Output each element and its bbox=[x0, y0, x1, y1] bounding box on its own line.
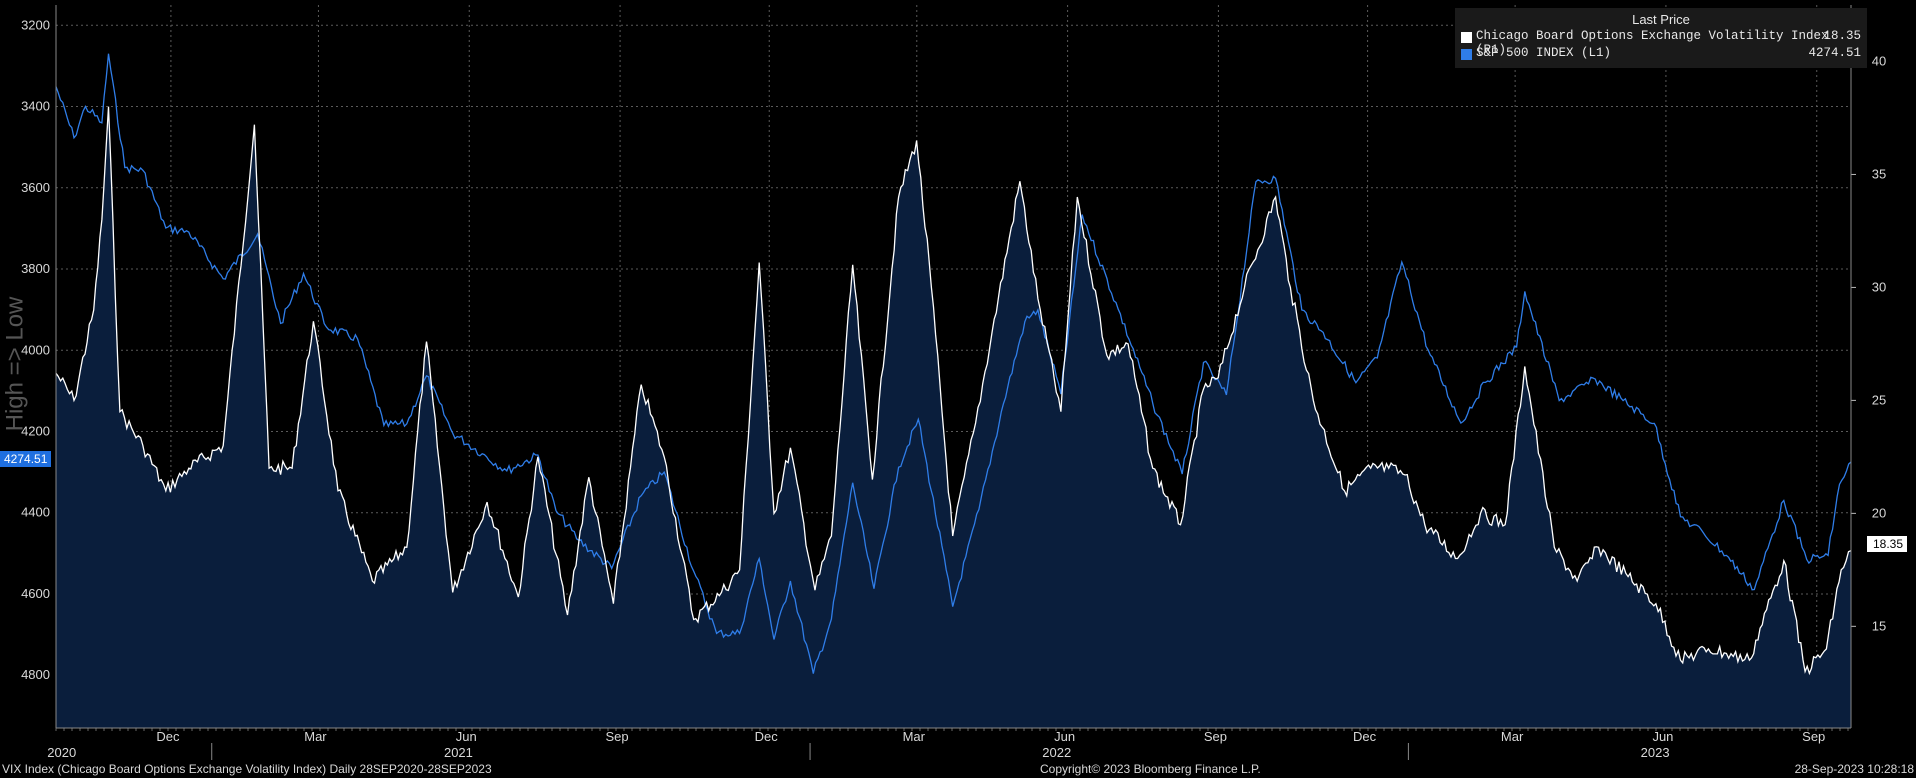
axes: 3200 3400 3600 3800 4000 4200 4400 4600 4800 15 20… bbox=[21, 5, 1886, 760]
month-tick-label: Sep bbox=[1802, 729, 1825, 744]
legend-item-vix: Chicago Board Options Exchange Volatilit… bbox=[1461, 29, 1861, 57]
y-axis-label: High => Low bbox=[1, 296, 29, 432]
right-tick-label: 40 bbox=[1872, 53, 1886, 68]
year-tick-label: 2023 bbox=[1641, 745, 1670, 760]
month-tick-label: Mar bbox=[1501, 729, 1524, 744]
right-tick-label: 20 bbox=[1872, 505, 1886, 520]
legend-value-spx: 4274.51 bbox=[1808, 46, 1861, 60]
footer-security-description: VIX Index (Chicago Board Options Exchang… bbox=[2, 762, 492, 776]
right-tick-label: 15 bbox=[1872, 618, 1886, 633]
month-tick-label: Jun bbox=[1652, 729, 1673, 744]
left-tick-label: 4000 bbox=[21, 342, 50, 357]
vix-area-series bbox=[56, 106, 1851, 728]
year-tick-label: 2022 bbox=[1042, 745, 1071, 760]
month-tick-label: Dec bbox=[156, 729, 180, 744]
footer-timestamp: 28-Sep-2023 10:28:18 bbox=[1794, 762, 1914, 776]
year-tick-label: 2020 bbox=[47, 745, 76, 760]
month-tick-label: Mar bbox=[304, 729, 327, 744]
legend-item-spx: S&P 500 INDEX (L1) 4274.51 bbox=[1461, 46, 1861, 62]
left-tick-label: 4800 bbox=[21, 667, 50, 682]
legend-swatch-spx bbox=[1461, 49, 1472, 60]
month-tick-label: Mar bbox=[903, 729, 926, 744]
right-tick-label: 25 bbox=[1872, 392, 1886, 407]
legend-label-spx: S&P 500 INDEX (L1) bbox=[1476, 46, 1612, 60]
spx-last-price-tag: 4274.51 bbox=[0, 451, 52, 467]
left-tick-label: 3400 bbox=[21, 99, 50, 114]
month-tick-label: Sep bbox=[606, 729, 629, 744]
legend-value-vix: 18.35 bbox=[1823, 29, 1861, 43]
left-tick-label: 4400 bbox=[21, 505, 50, 520]
left-tick-label: 4200 bbox=[21, 423, 50, 438]
left-tick-label: 3800 bbox=[21, 261, 50, 276]
year-tick-label: 2021 bbox=[444, 745, 473, 760]
vix-last-price-tag: 18.35 bbox=[1867, 536, 1908, 552]
month-tick-label: Jun bbox=[456, 729, 477, 744]
left-tick-label: 4600 bbox=[21, 586, 50, 601]
vix-area-fill bbox=[56, 106, 1851, 728]
month-tick-label: Sep bbox=[1204, 729, 1227, 744]
spx-line-series bbox=[55, 53, 1852, 674]
legend-swatch-vix bbox=[1461, 32, 1472, 43]
month-tick-label: Dec bbox=[1353, 729, 1377, 744]
month-tick-label: Dec bbox=[755, 729, 779, 744]
vix-line-series bbox=[55, 106, 1852, 676]
footer-copyright: Copyright© 2023 Bloomberg Finance L.P. bbox=[1040, 762, 1261, 776]
month-tick-label: Jun bbox=[1054, 729, 1075, 744]
vix-line bbox=[55, 106, 1852, 676]
right-tick-label: 35 bbox=[1872, 166, 1886, 181]
left-tick-label: 3600 bbox=[21, 180, 50, 195]
left-tick-label: 3200 bbox=[21, 17, 50, 32]
spx-line bbox=[55, 53, 1852, 674]
legend-header: Last Price bbox=[1632, 12, 1690, 27]
legend-label-vix: Chicago Board Options Exchange Volatilit… bbox=[1476, 29, 1829, 57]
right-tick-label: 30 bbox=[1872, 279, 1886, 294]
legend: Last Price Chicago Board Options Exchang… bbox=[1455, 8, 1867, 68]
